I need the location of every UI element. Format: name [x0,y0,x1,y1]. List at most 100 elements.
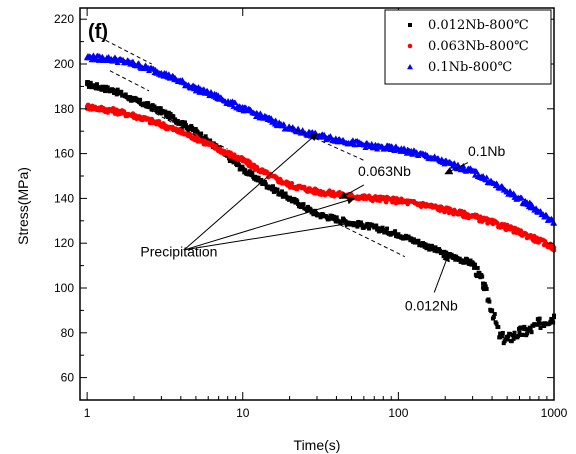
data-point [123,92,128,97]
data-point [334,215,339,220]
data-series-layer [84,52,557,346]
data-point [533,205,540,211]
data-point [504,188,511,194]
y-tick-label: 100 [54,281,74,295]
data-point [403,233,408,238]
data-point [356,219,361,224]
data-point [268,185,273,190]
data-point [330,189,336,195]
legend-label: 0.063Nb-800℃ [428,39,529,54]
data-point [286,125,293,132]
data-point [128,95,133,100]
data-point [340,219,345,224]
legend-marker [407,43,413,49]
data-point [538,325,543,330]
trend-line [126,97,228,150]
y-axis-title: Stress(MPa) [15,167,31,245]
data-point [490,308,495,313]
data-point [454,161,461,167]
data-point [270,184,275,189]
data-point [111,56,118,62]
data-point [314,189,320,194]
data-point [496,325,501,330]
series-0.012Nb-800℃ [85,80,556,346]
data-point [486,297,491,302]
data-point [498,335,503,340]
data-point [259,177,264,182]
data-point [396,198,401,203]
data-point [391,147,398,154]
data-point [537,316,542,321]
data-point [508,332,513,337]
data-point [94,82,99,87]
data-point [443,252,448,257]
data-point [136,61,143,67]
data-point [199,131,204,136]
data-point [171,114,176,119]
x-axis: 1 10 100 1000 [84,8,568,420]
data-point [240,164,245,169]
data-point [492,312,497,317]
data-point [287,182,292,188]
trend-line [99,36,152,65]
data-point [90,52,97,58]
data-point [416,238,421,243]
annotation-precipitation: Precipitation [140,244,217,260]
data-point [105,85,110,90]
data-point [474,274,479,279]
legend: 0.012Nb-800℃ 0.063Nb-800℃ 0.1Nb-800℃ [384,9,552,85]
data-point [498,331,503,336]
data-point [505,337,510,342]
data-point [484,286,489,291]
data-point [550,318,555,323]
data-point [358,220,363,225]
legend-marker [408,23,412,27]
y-tick-label: 140 [54,191,74,205]
data-point [270,187,275,192]
data-point [451,160,458,166]
data-point [500,330,505,335]
data-point [296,202,301,207]
data-point [509,339,514,344]
data-point [380,225,385,230]
data-point [246,172,251,177]
data-point [465,259,470,264]
x-tick-label: 100 [388,406,408,420]
data-point [279,189,284,194]
annotation-arrow [183,196,356,251]
data-point [390,199,395,205]
data-point [250,170,255,175]
data-point [551,320,556,325]
y-tick-label: 220 [54,12,74,26]
y-tick-label: 80 [61,326,75,340]
data-point [182,120,187,125]
data-point [112,108,117,114]
data-point [512,330,517,335]
data-point [536,319,541,324]
data-point [518,228,524,233]
data-point [256,175,261,180]
annotation-arrow [338,184,365,199]
data-point [491,315,496,320]
data-point [396,232,401,237]
data-point [367,226,372,231]
data-point [527,328,532,333]
data-point [527,325,532,330]
data-point [240,167,245,172]
trend-line [109,70,150,92]
data-point [240,158,246,163]
data-point [423,243,428,248]
data-point [144,104,149,109]
data-point [295,199,300,204]
data-point [192,85,199,91]
data-point [180,119,185,124]
legend-marker [407,64,413,70]
data-point [372,225,377,230]
legend-box [384,9,552,85]
data-point [280,121,287,127]
data-point [442,159,449,165]
data-point [522,324,527,329]
data-point [155,109,160,114]
data-point [159,122,164,127]
